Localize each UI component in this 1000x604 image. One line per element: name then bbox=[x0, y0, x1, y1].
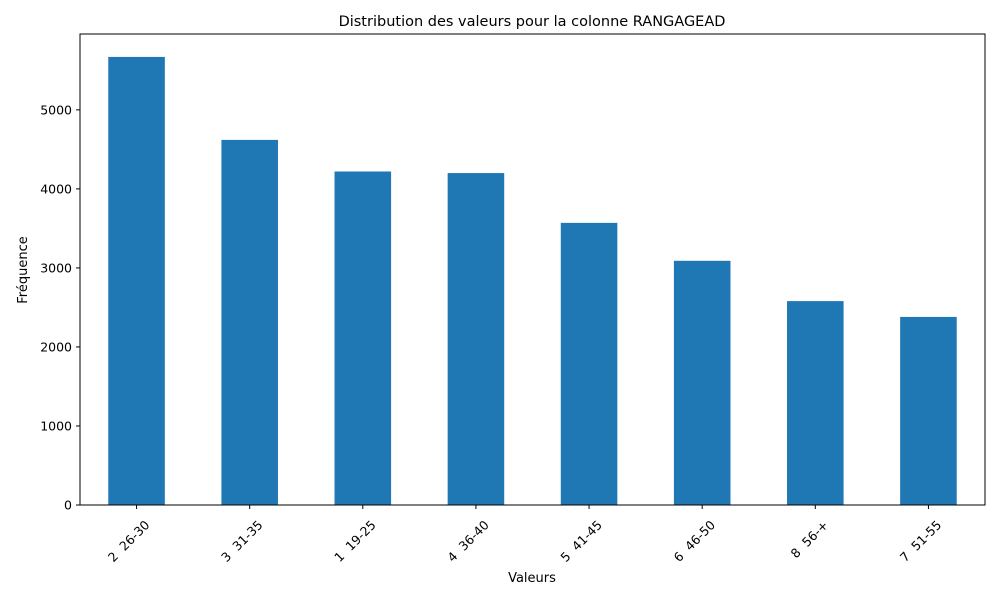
x-axis-label: Valeurs bbox=[508, 571, 556, 586]
bar-4 bbox=[560, 222, 618, 506]
x-tick-label: 5 41-45 bbox=[557, 517, 605, 565]
bars-layer bbox=[108, 56, 957, 506]
bar-6 bbox=[787, 301, 844, 505]
chart-title: Distribution des valeurs pour la colonne… bbox=[339, 14, 726, 30]
y-tick-label: 3000 bbox=[40, 260, 72, 275]
x-tick-label: 8 56-+ bbox=[788, 517, 832, 561]
bar-7 bbox=[900, 316, 957, 505]
x-tick-label: 2 26-30 bbox=[105, 517, 153, 565]
bar-5 bbox=[673, 260, 731, 505]
y-axis-ticks: 0 1000 2000 3000 4000 5000 bbox=[40, 102, 80, 513]
x-tick-label: 1 19-25 bbox=[331, 517, 379, 565]
plot-frame bbox=[79, 33, 986, 506]
bar-2 bbox=[334, 171, 392, 505]
x-tick-label: 7 51-55 bbox=[897, 517, 945, 565]
x-tick-label: 3 31-35 bbox=[218, 517, 266, 565]
x-axis-ticks: 2 26-30 3 31-35 1 19-25 4 36-40 5 41-45 6 46-… bbox=[105, 505, 944, 565]
y-tick-label: 1000 bbox=[40, 418, 72, 433]
y-tick-label: 4000 bbox=[40, 181, 72, 196]
y-tick-label: 0 bbox=[64, 498, 72, 513]
x-tick-label: 4 36-40 bbox=[444, 517, 492, 565]
y-tick-label: 2000 bbox=[40, 339, 72, 354]
bar-3 bbox=[447, 173, 505, 505]
bar-1 bbox=[221, 139, 278, 505]
y-tick-label: 5000 bbox=[40, 102, 72, 117]
y-axis-label: Fréquence bbox=[16, 236, 31, 303]
x-tick-label: 6 46-50 bbox=[671, 517, 719, 565]
bar-0 bbox=[108, 56, 165, 505]
